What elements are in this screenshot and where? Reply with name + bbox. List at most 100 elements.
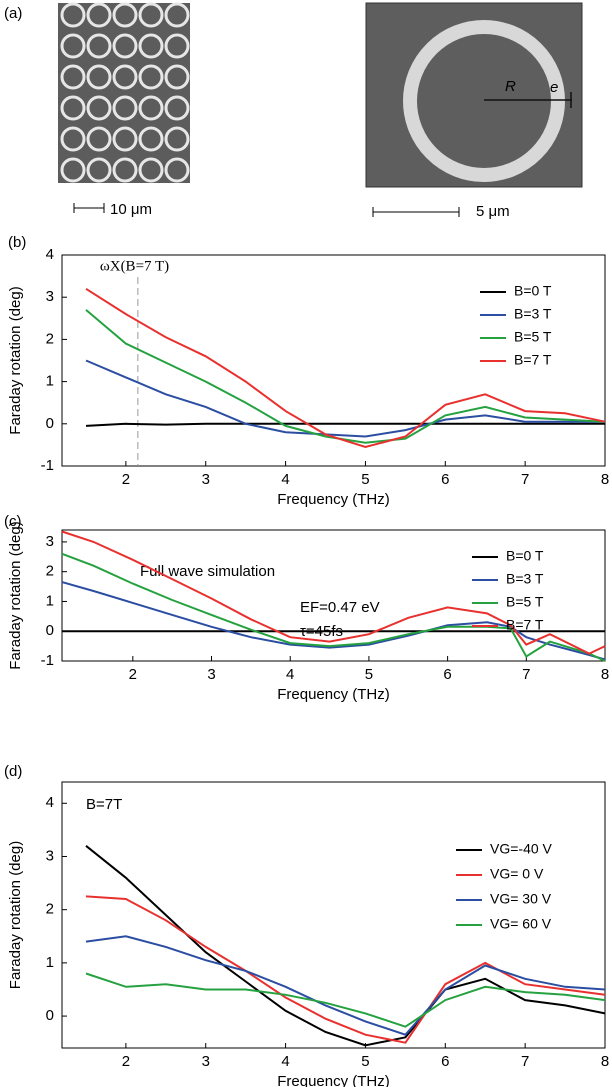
- ring: [86, 2, 112, 28]
- y-tick-label: 4: [46, 246, 54, 263]
- ring: [86, 95, 112, 121]
- ring: [112, 64, 138, 90]
- scale-label: 5 μm: [476, 203, 510, 220]
- ring: [164, 157, 190, 183]
- legend-label: B=3 T: [506, 571, 544, 587]
- ring: [86, 126, 112, 152]
- radius-label: R: [505, 78, 516, 95]
- y-tick-label: 4: [46, 794, 54, 811]
- y-tick-label: 3: [46, 533, 54, 550]
- x-tick-label: 6: [441, 471, 449, 488]
- x-tick-label: 6: [441, 1053, 449, 1070]
- data-line: [85, 309, 606, 444]
- image-background: [58, 3, 190, 183]
- legend-label: B=5 T: [514, 329, 552, 345]
- legend-label: B=0 T: [506, 548, 544, 564]
- y-axis-label: Faraday rotation (deg): [7, 841, 24, 989]
- x-tick-label: 2: [122, 471, 130, 488]
- panel-label: (d): [4, 763, 22, 780]
- ring: [60, 126, 86, 152]
- data-line: [61, 552, 606, 662]
- sem-image-single: R e: [365, 2, 583, 188]
- data-line: [85, 972, 606, 1028]
- data-line: [61, 581, 606, 661]
- x-tick-label: 7: [521, 471, 529, 488]
- x-tick-label: 2: [129, 666, 137, 683]
- x-tick-label: 5: [361, 471, 369, 488]
- data-line: [85, 895, 606, 1044]
- legend-label: VG= 0 V: [490, 866, 544, 882]
- x-tick-label: 8: [601, 1053, 609, 1070]
- x-tick-label: 8: [601, 471, 609, 488]
- y-tick-label: 3: [46, 847, 54, 864]
- panel-label: (c): [4, 513, 22, 530]
- legend-label: VG= 60 V: [490, 916, 552, 932]
- marker-label: ωX(B=7 T): [100, 258, 169, 274]
- x-tick-label: 3: [207, 666, 215, 683]
- y-axis-label: Faraday rotation (deg): [7, 521, 24, 669]
- width-label: e: [550, 79, 558, 96]
- x-tick-label: 7: [521, 1053, 529, 1070]
- x-tick-label: 7: [522, 666, 530, 683]
- legend-label: B=3 T: [514, 306, 552, 322]
- annotation: B=7T: [86, 796, 122, 813]
- ring: [138, 126, 164, 152]
- y-tick-label: 1: [46, 954, 54, 971]
- y-tick-label: 0: [46, 1007, 54, 1024]
- y-tick-label: -1: [41, 457, 54, 474]
- data-line: [85, 845, 606, 1047]
- ring: [112, 157, 138, 183]
- x-tick-label: 4: [286, 666, 294, 683]
- x-tick-label: 3: [202, 471, 210, 488]
- x-tick-label: 2: [122, 1053, 130, 1070]
- x-tick-label: 3: [202, 1053, 210, 1070]
- y-tick-label: 1: [46, 373, 54, 390]
- ring: [112, 33, 138, 59]
- ring: [138, 64, 164, 90]
- data-line: [85, 935, 606, 1036]
- legend-label: B=7 T: [506, 617, 544, 633]
- y-tick-label: 0: [46, 622, 54, 639]
- y-tick-label: 0: [46, 415, 54, 432]
- x-tick-label: 4: [281, 1053, 289, 1070]
- x-axis-label: Frequency (THz): [277, 1073, 390, 1087]
- x-tick-label: 4: [281, 471, 289, 488]
- ring: [164, 95, 190, 121]
- ring: [60, 33, 86, 59]
- ring: [164, 126, 190, 152]
- ring: [112, 2, 138, 28]
- data-line: [85, 422, 605, 427]
- plot-frame: [61, 781, 606, 1049]
- ring: [164, 2, 190, 28]
- ring: [60, 2, 86, 28]
- y-tick-label: 3: [46, 288, 54, 305]
- y-tick-label: 2: [46, 563, 54, 580]
- ring: [138, 33, 164, 59]
- ring: [138, 157, 164, 183]
- data-line: [61, 530, 606, 655]
- ring: [60, 95, 86, 121]
- ring: [86, 64, 112, 90]
- ring: [138, 2, 164, 28]
- ring: [112, 126, 138, 152]
- ring: [86, 33, 112, 59]
- panel-label: (b): [8, 234, 26, 251]
- y-tick-label: 2: [46, 901, 54, 918]
- x-tick-label: 5: [365, 666, 373, 683]
- legend-label: B=7 T: [514, 352, 552, 368]
- scale-label: 10 μm: [110, 201, 152, 218]
- ring-array: [60, 2, 190, 183]
- ring: [403, 20, 565, 182]
- plot-frame: [61, 254, 606, 467]
- y-tick-label: -1: [41, 652, 54, 669]
- ring: [164, 64, 190, 90]
- x-tick-label: 8: [601, 666, 609, 683]
- ring: [112, 95, 138, 121]
- plot-frame: [61, 529, 606, 662]
- x-tick-label: 6: [443, 666, 451, 683]
- y-axis-label: Faraday rotation (deg): [7, 286, 24, 434]
- legend-label: B=0 T: [514, 283, 552, 299]
- data-line: [85, 287, 606, 449]
- x-axis-label: Frequency (THz): [277, 686, 390, 703]
